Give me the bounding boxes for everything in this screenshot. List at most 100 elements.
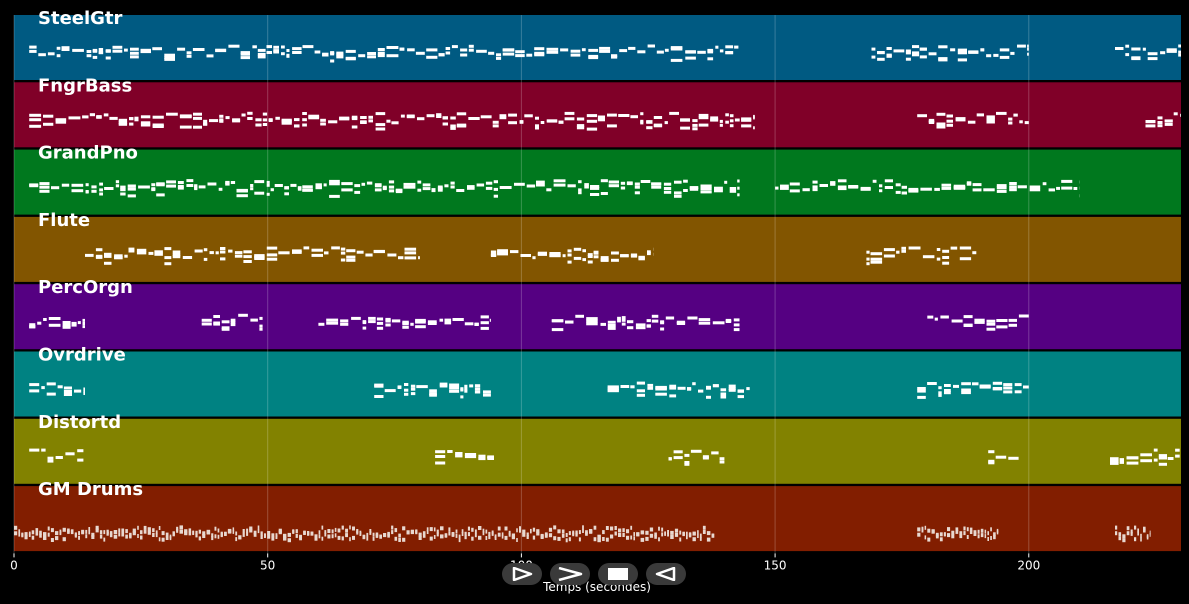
note-bar — [651, 182, 662, 186]
note-bar — [587, 253, 593, 257]
note-bar — [129, 122, 134, 126]
note-bar — [1010, 51, 1015, 55]
note-bar — [105, 56, 111, 60]
note-bar — [719, 119, 723, 123]
note-bar — [636, 393, 645, 397]
note-bar — [39, 189, 50, 193]
note-bar — [706, 531, 711, 536]
note-bar — [302, 118, 307, 122]
note-bar — [685, 56, 696, 60]
note-bar — [519, 120, 524, 124]
note-bar — [399, 47, 405, 51]
note-bar — [194, 187, 198, 191]
note-bar — [692, 531, 696, 536]
note-bar — [166, 180, 176, 184]
note-bar — [368, 316, 376, 320]
note-bar — [586, 319, 598, 323]
note-bar — [169, 536, 172, 541]
note-bar — [266, 51, 272, 54]
note-bar — [1008, 456, 1019, 460]
note-bar — [1178, 44, 1181, 48]
note-bar — [974, 318, 985, 322]
note-bar — [271, 533, 275, 538]
note-bar — [987, 531, 989, 536]
note-bar — [193, 125, 202, 129]
note-bar — [143, 529, 147, 534]
note-bar — [789, 189, 800, 193]
note-bar — [283, 536, 287, 541]
note-bar — [487, 457, 494, 460]
note-bar — [435, 450, 446, 454]
note-bar — [622, 528, 625, 533]
note-bar — [610, 534, 614, 539]
note-bar — [455, 454, 463, 458]
note-bar — [377, 51, 385, 55]
note-bar — [402, 325, 409, 329]
note-bar — [318, 322, 325, 326]
note-bar — [230, 318, 236, 322]
note-bar — [536, 183, 545, 187]
note-bar — [526, 535, 529, 539]
note-bar — [478, 457, 486, 461]
note-bar — [201, 322, 212, 326]
note-bar — [1118, 536, 1122, 541]
rewind-button[interactable] — [646, 563, 686, 585]
note-bar — [134, 116, 139, 120]
note-bar — [85, 529, 88, 534]
note-bar — [951, 319, 963, 323]
note-bar — [1115, 525, 1118, 530]
note-bar — [164, 56, 175, 60]
note-bar — [47, 52, 55, 56]
note-bar — [1115, 47, 1124, 50]
note-bar — [158, 526, 161, 530]
note-bar — [620, 385, 630, 388]
play-button[interactable] — [502, 563, 542, 585]
note-bar — [91, 189, 97, 193]
note-bar — [578, 180, 582, 184]
note-bar — [57, 385, 63, 389]
note-bar — [95, 525, 99, 530]
note-bar — [92, 49, 98, 53]
stop-button[interactable] — [598, 563, 638, 585]
note-bar — [658, 537, 660, 542]
note-bar — [302, 123, 307, 127]
note-bar — [940, 315, 949, 319]
note-bar — [172, 532, 175, 537]
note-bar — [728, 388, 736, 392]
note-bar — [427, 320, 437, 324]
note-bar — [402, 537, 406, 542]
note-bar — [474, 390, 481, 394]
note-bar — [692, 127, 698, 131]
note-bar — [729, 124, 734, 128]
note-bar — [655, 392, 667, 396]
note-bar — [410, 529, 414, 534]
note-bar — [608, 184, 619, 188]
note-bar — [243, 250, 252, 254]
note-bar — [619, 49, 628, 53]
note-bar — [127, 187, 136, 191]
note-bar — [323, 183, 327, 187]
note-bar — [972, 188, 982, 192]
note-bar — [136, 248, 147, 252]
note-bar — [990, 536, 992, 540]
fast-forward-button[interactable] — [550, 563, 590, 585]
note-bar — [127, 194, 136, 198]
note-bar — [179, 115, 192, 119]
track-label: PercOrgn — [38, 277, 133, 298]
note-bar — [172, 253, 181, 257]
note-bar — [179, 525, 183, 530]
note-bar — [340, 322, 349, 326]
note-bar — [460, 53, 468, 57]
note-bar — [266, 257, 278, 261]
note-bar — [382, 187, 387, 191]
note-bar — [620, 186, 626, 190]
note-bar — [385, 317, 391, 321]
note-bar — [81, 529, 85, 534]
note-bar — [548, 527, 553, 532]
note-bar — [450, 126, 456, 130]
note-bar — [860, 186, 871, 190]
note-bar — [120, 188, 126, 192]
note-bar — [553, 179, 566, 183]
note-bar — [188, 531, 192, 536]
note-bar — [564, 117, 575, 121]
